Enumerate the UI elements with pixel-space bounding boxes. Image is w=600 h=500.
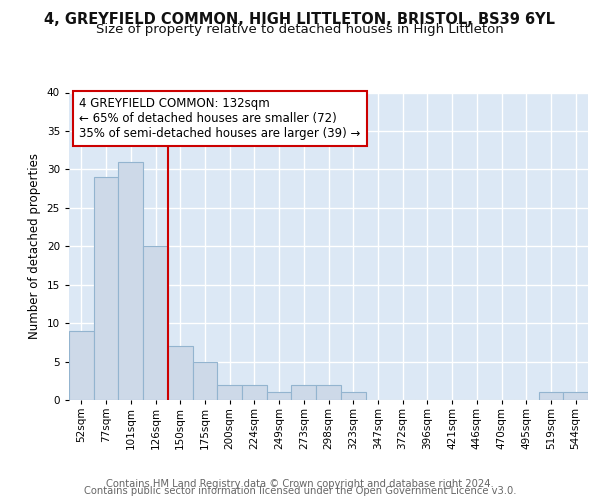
Bar (539, 392, 563, 400)
Bar (292, 384, 316, 400)
Bar (316, 384, 341, 400)
Text: Contains public sector information licensed under the Open Government Licence v3: Contains public sector information licen… (84, 486, 516, 496)
Bar (143, 246, 168, 400)
Bar (563, 392, 588, 400)
Bar (193, 362, 217, 400)
Text: Size of property relative to detached houses in High Littleton: Size of property relative to detached ho… (96, 22, 504, 36)
Bar (118, 162, 143, 400)
Bar (69, 331, 94, 400)
Text: 4 GREYFIELD COMMON: 132sqm
← 65% of detached houses are smaller (72)
35% of semi: 4 GREYFIELD COMMON: 132sqm ← 65% of deta… (79, 97, 361, 140)
Y-axis label: Number of detached properties: Number of detached properties (28, 153, 41, 339)
Text: 4, GREYFIELD COMMON, HIGH LITTLETON, BRISTOL, BS39 6YL: 4, GREYFIELD COMMON, HIGH LITTLETON, BRI… (44, 12, 556, 28)
Bar (217, 384, 242, 400)
Bar (242, 384, 267, 400)
Bar (168, 346, 193, 400)
Text: Contains HM Land Registry data © Crown copyright and database right 2024.: Contains HM Land Registry data © Crown c… (106, 479, 494, 489)
Bar (267, 392, 292, 400)
Bar (94, 177, 118, 400)
Bar (341, 392, 365, 400)
